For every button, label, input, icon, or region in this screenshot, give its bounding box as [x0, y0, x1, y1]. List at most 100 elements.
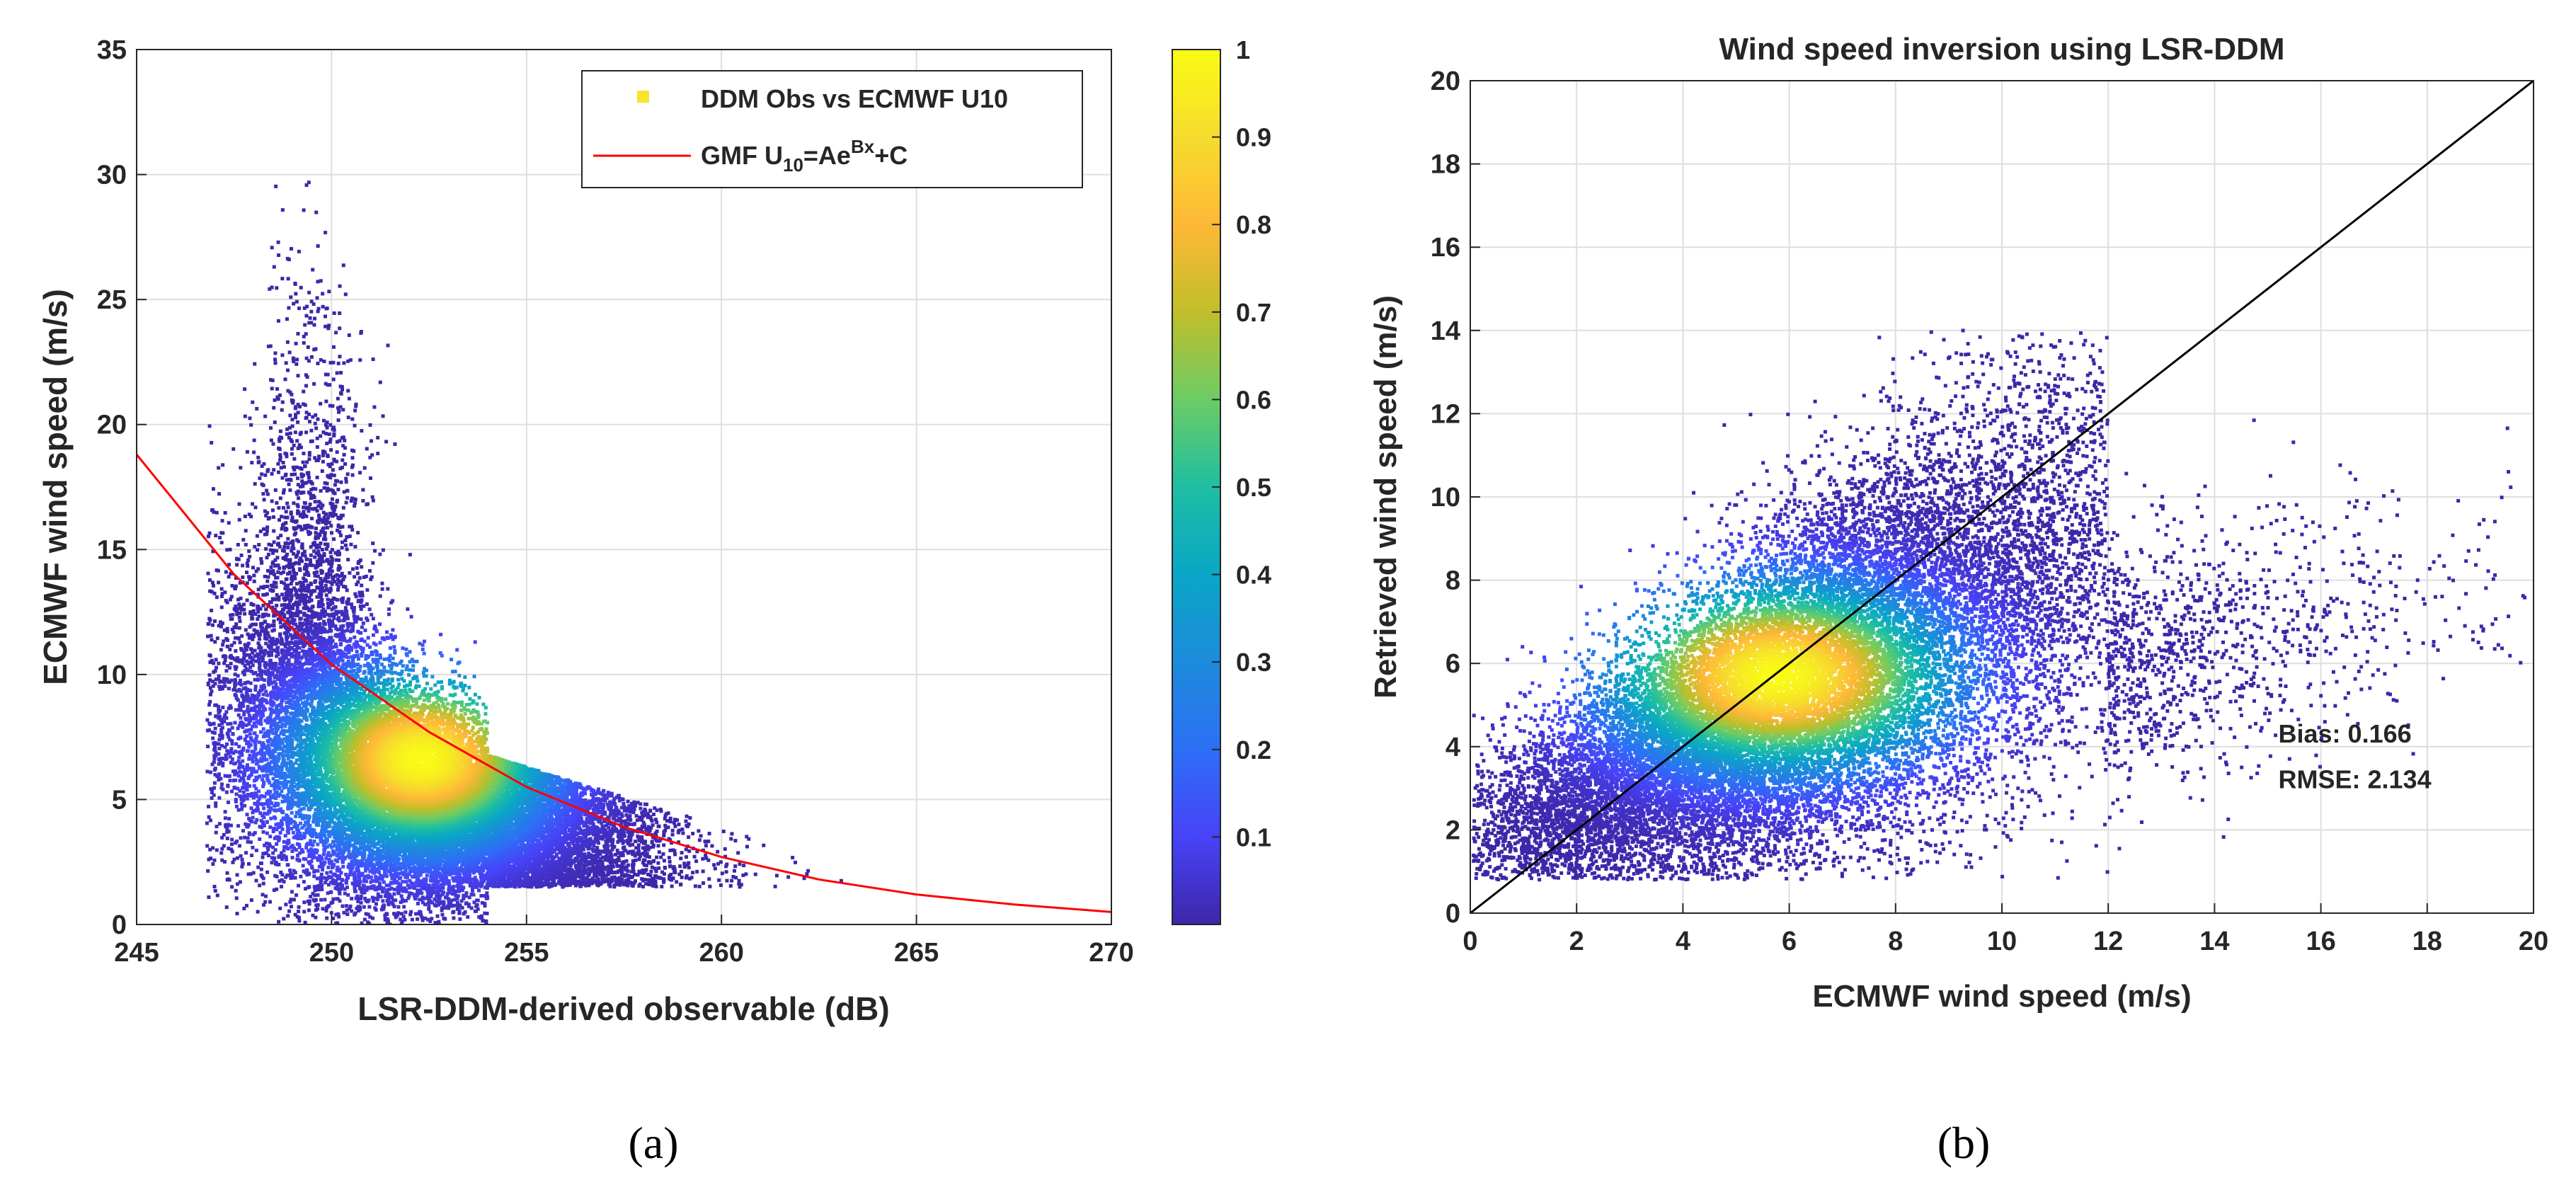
- scatter-point: [241, 726, 244, 729]
- scatter-point: [654, 818, 658, 821]
- scatter-point: [356, 572, 360, 575]
- scatter-point: [272, 620, 275, 624]
- scatter-point: [297, 496, 300, 500]
- scatter-point: [296, 605, 299, 609]
- scatter-point: [601, 849, 605, 853]
- scatter-point: [260, 472, 263, 476]
- scatter-point: [355, 895, 359, 898]
- scatter-point: [263, 900, 267, 904]
- scatter-point: [452, 904, 456, 907]
- scatter-point: [316, 296, 319, 299]
- scatter-point: [680, 851, 684, 854]
- scatter-point: [285, 874, 289, 877]
- scatter-point: [309, 554, 313, 557]
- scatter-point: [240, 802, 244, 806]
- scatter-point: [301, 515, 304, 519]
- scatter-point: [274, 488, 277, 492]
- scatter-point: [297, 505, 300, 508]
- scatter-point: [361, 488, 365, 491]
- scatter-point: [343, 490, 346, 493]
- scatter-point: [256, 534, 259, 538]
- scatter-point: [806, 869, 810, 873]
- scatter-point: [224, 511, 227, 515]
- scatter-point: [304, 579, 308, 583]
- scatter-point: [246, 450, 249, 454]
- scatter-point: [297, 905, 301, 909]
- scatter-point: [248, 555, 251, 559]
- scatter-point: [355, 620, 358, 624]
- scatter-point: [243, 804, 246, 808]
- scatter-point: [357, 561, 360, 565]
- scatter-point: [331, 583, 334, 586]
- scatter-point: [267, 614, 270, 617]
- scatter-point: [302, 452, 305, 455]
- scatter-point: [275, 387, 279, 391]
- scatter-point: [658, 850, 661, 854]
- scatter-point: [294, 590, 298, 593]
- scatter-point: [253, 688, 257, 692]
- scatter-point: [241, 862, 245, 866]
- scatter-point: [277, 471, 280, 474]
- scatter-point: [235, 612, 239, 616]
- scatter-point: [336, 897, 340, 900]
- scatter-point: [662, 830, 665, 834]
- scatter-point: [253, 831, 257, 835]
- scatter-point: [338, 326, 341, 330]
- scatter-point: [328, 521, 331, 525]
- scatter-point: [331, 361, 335, 365]
- scatter-point: [331, 569, 334, 573]
- scatter-point: [222, 720, 226, 723]
- scatter-point: [311, 482, 314, 486]
- scatter-point: [593, 838, 597, 842]
- scatter-point: [234, 779, 237, 782]
- scatter-point: [238, 619, 241, 623]
- scatter-point: [215, 825, 219, 828]
- scatter-point: [213, 747, 217, 750]
- scatter-point: [252, 871, 256, 875]
- scatter-point: [278, 907, 282, 910]
- scatter-point: [346, 617, 350, 620]
- scatter-point: [458, 917, 462, 921]
- scatter-point: [212, 661, 215, 665]
- scatter-point: [723, 847, 727, 851]
- scatter-point: [294, 416, 297, 419]
- scatter-point: [345, 547, 349, 551]
- scatter-point: [316, 877, 319, 881]
- scatter-point: [282, 465, 286, 469]
- scatter-point: [338, 638, 342, 641]
- scatter-point: [220, 782, 224, 786]
- scatter-point: [260, 868, 263, 871]
- scatter-point: [231, 726, 234, 730]
- scatter-point: [292, 501, 295, 505]
- scatter-point: [210, 638, 213, 641]
- scatter-point: [241, 829, 245, 832]
- scatter-point: [224, 810, 227, 813]
- scatter-point: [336, 371, 339, 374]
- scatter-point: [248, 578, 251, 581]
- scatter-point: [341, 408, 345, 411]
- scatter-point: [297, 447, 300, 450]
- scatter-point: [392, 912, 396, 915]
- scatter-point: [284, 377, 287, 381]
- scatter-point: [290, 447, 294, 451]
- scatter-point: [675, 880, 678, 883]
- scatter-point: [349, 543, 353, 546]
- scatter-point: [258, 883, 261, 887]
- scatter-point: [368, 607, 372, 611]
- scatter-point: [669, 817, 672, 820]
- scatter-point: [292, 444, 296, 447]
- scatter-point: [225, 791, 229, 794]
- scatter-point: [264, 895, 268, 898]
- scatter-point: [221, 463, 224, 466]
- scatter-point: [212, 584, 215, 588]
- scatter-point: [340, 459, 344, 462]
- scatter-point: [350, 602, 353, 606]
- scatter-point: [626, 800, 630, 803]
- scatter-point: [333, 617, 336, 620]
- scatter-point: [275, 842, 278, 846]
- scatter-point: [602, 789, 605, 793]
- scatter-point: [253, 439, 256, 442]
- scatter-point: [248, 416, 251, 420]
- scatter-point: [309, 310, 313, 314]
- scatter-point: [704, 854, 707, 857]
